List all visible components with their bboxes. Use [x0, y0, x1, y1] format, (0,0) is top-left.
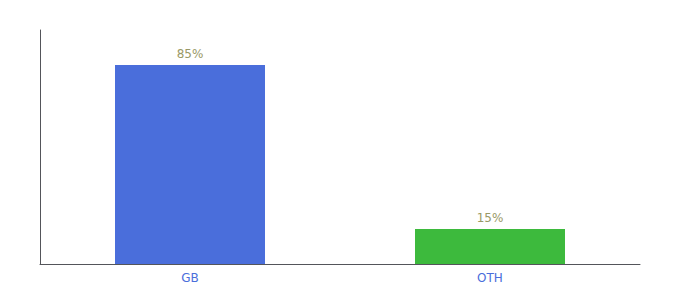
- svg-text:OTH: OTH: [477, 271, 503, 285]
- svg-text:15%: 15%: [477, 211, 504, 225]
- svg-text:85%: 85%: [177, 47, 204, 61]
- svg-text:GB: GB: [181, 271, 199, 285]
